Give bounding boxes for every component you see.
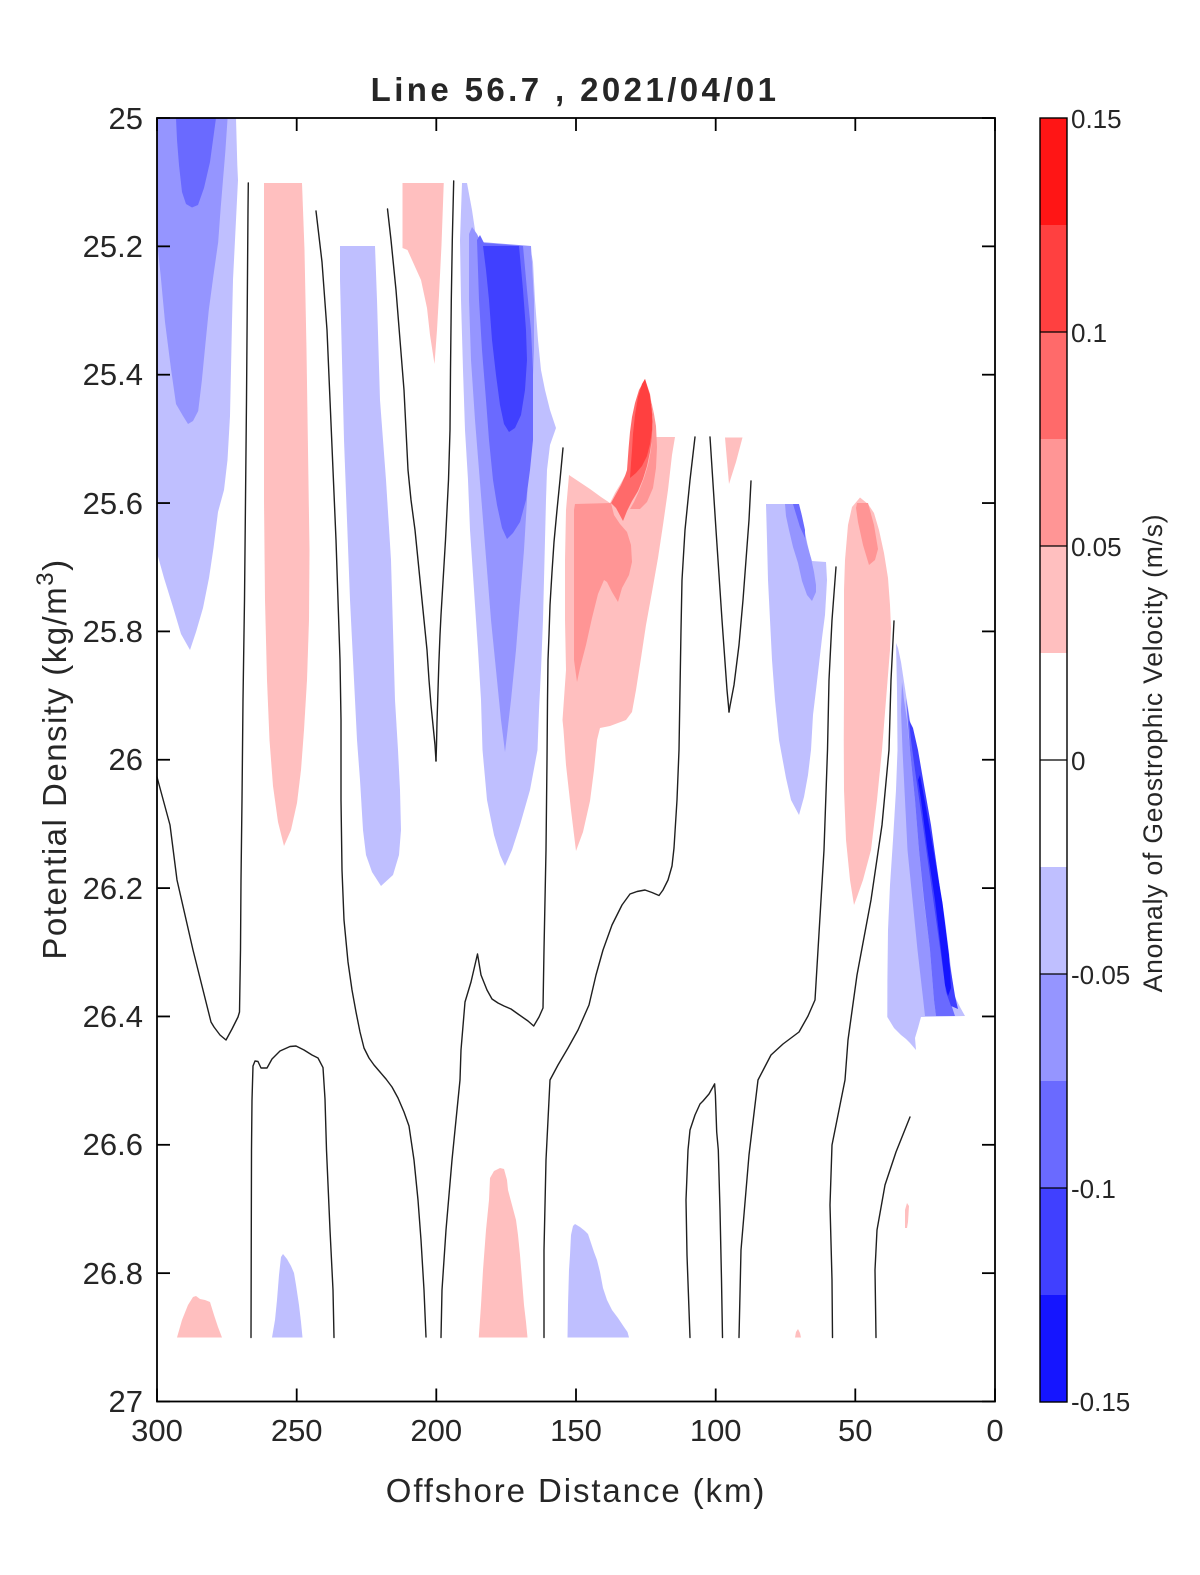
svg-text:25: 25 <box>109 101 143 136</box>
svg-text:25.2: 25.2 <box>83 229 143 264</box>
svg-text:Offshore Distance (km): Offshore Distance (km) <box>386 1472 766 1509</box>
svg-text:250: 250 <box>271 1413 323 1448</box>
svg-text:Anomaly of Geostrophic Velocit: Anomaly of Geostrophic Velocity (m/s) <box>1138 514 1168 993</box>
svg-text:0.15: 0.15 <box>1071 104 1122 134</box>
svg-text:-0.15: -0.15 <box>1071 1387 1130 1417</box>
svg-text:0: 0 <box>1071 746 1085 776</box>
svg-text:26.2: 26.2 <box>83 871 143 906</box>
svg-text:-0.05: -0.05 <box>1071 960 1130 990</box>
svg-text:Potential Density (kg/m3): Potential Density (kg/m3) <box>32 558 74 959</box>
svg-text:0.05: 0.05 <box>1071 532 1122 562</box>
svg-text:-0.1: -0.1 <box>1071 1174 1116 1204</box>
svg-text:0.1: 0.1 <box>1071 318 1107 348</box>
svg-text:25.4: 25.4 <box>83 357 143 392</box>
svg-text:26.6: 26.6 <box>83 1127 143 1162</box>
svg-text:26: 26 <box>109 742 143 777</box>
svg-text:300: 300 <box>131 1413 183 1448</box>
svg-text:26.4: 26.4 <box>83 999 143 1034</box>
svg-text:25.8: 25.8 <box>83 614 143 649</box>
svg-text:200: 200 <box>410 1413 462 1448</box>
svg-text:100: 100 <box>690 1413 742 1448</box>
svg-text:0: 0 <box>986 1413 1003 1448</box>
svg-text:25.6: 25.6 <box>83 486 143 521</box>
svg-text:150: 150 <box>550 1413 602 1448</box>
svg-text:50: 50 <box>838 1413 872 1448</box>
svg-text:26.8: 26.8 <box>83 1256 143 1291</box>
svg-text:Line 56.7 , 2021/04/01: Line 56.7 , 2021/04/01 <box>371 71 780 108</box>
svg-text:27: 27 <box>109 1384 143 1419</box>
